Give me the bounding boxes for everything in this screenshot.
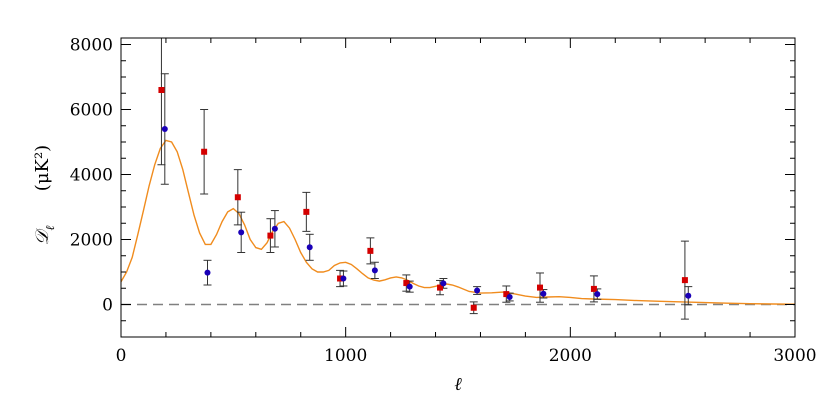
- x-tick-label: 0: [116, 346, 127, 366]
- data-point-square: [367, 247, 374, 254]
- y-axis-label-unit: (μK²): [32, 145, 53, 191]
- axes: 0 1000 2000 3000 0 2000 4000 6000 8000: [70, 36, 817, 367]
- data-point-circle: [161, 126, 168, 132]
- x-tick-label: 2000: [549, 346, 592, 366]
- data-point-square: [537, 284, 544, 291]
- plot-area: [121, 38, 795, 320]
- x-tick-label: 1000: [324, 346, 367, 366]
- data-point-circle: [440, 280, 447, 287]
- data-point-circle: [340, 275, 347, 282]
- data-point-square: [201, 148, 208, 155]
- data-point-circle: [406, 283, 413, 290]
- data-point-circle: [594, 291, 601, 298]
- data-point-square: [337, 275, 344, 282]
- data-point-circle: [238, 229, 245, 236]
- data-point-square: [267, 232, 274, 239]
- x-axis-label: ℓ: [454, 374, 462, 395]
- data-point-square: [590, 285, 597, 292]
- y-tick-label: 0: [102, 296, 113, 316]
- y-tick-label: 4000: [70, 166, 113, 186]
- data-point-square: [403, 280, 410, 287]
- data-point-circle: [306, 244, 313, 251]
- data-point-circle: [474, 287, 481, 294]
- data-point-circle: [271, 225, 278, 232]
- x-tick-label: 3000: [773, 346, 816, 366]
- model-curve: [121, 139, 795, 305]
- y-axis-label-subscript: ℓ: [43, 226, 57, 231]
- data-point-square: [158, 87, 165, 93]
- data-point-square: [437, 284, 444, 291]
- data-point-square: [303, 208, 310, 215]
- data-point-circle: [540, 290, 547, 297]
- y-axis-label: 𝒟 ℓ (μK²): [32, 145, 57, 245]
- data-point-circle: [204, 269, 211, 276]
- data-point-circle: [506, 294, 513, 301]
- data-point-square: [503, 291, 510, 298]
- y-tick-label: 8000: [70, 36, 113, 56]
- y-tick-label: 2000: [70, 231, 113, 251]
- data-point-circle: [371, 267, 378, 274]
- data-point-square: [681, 277, 688, 284]
- data-point-square: [470, 304, 477, 311]
- plot-frame: [120, 37, 796, 338]
- y-tick-label: 6000: [70, 101, 113, 121]
- y-axis-label-symbol: 𝒟: [32, 227, 53, 245]
- data-point-circle: [685, 292, 692, 299]
- data-point-square: [234, 194, 241, 201]
